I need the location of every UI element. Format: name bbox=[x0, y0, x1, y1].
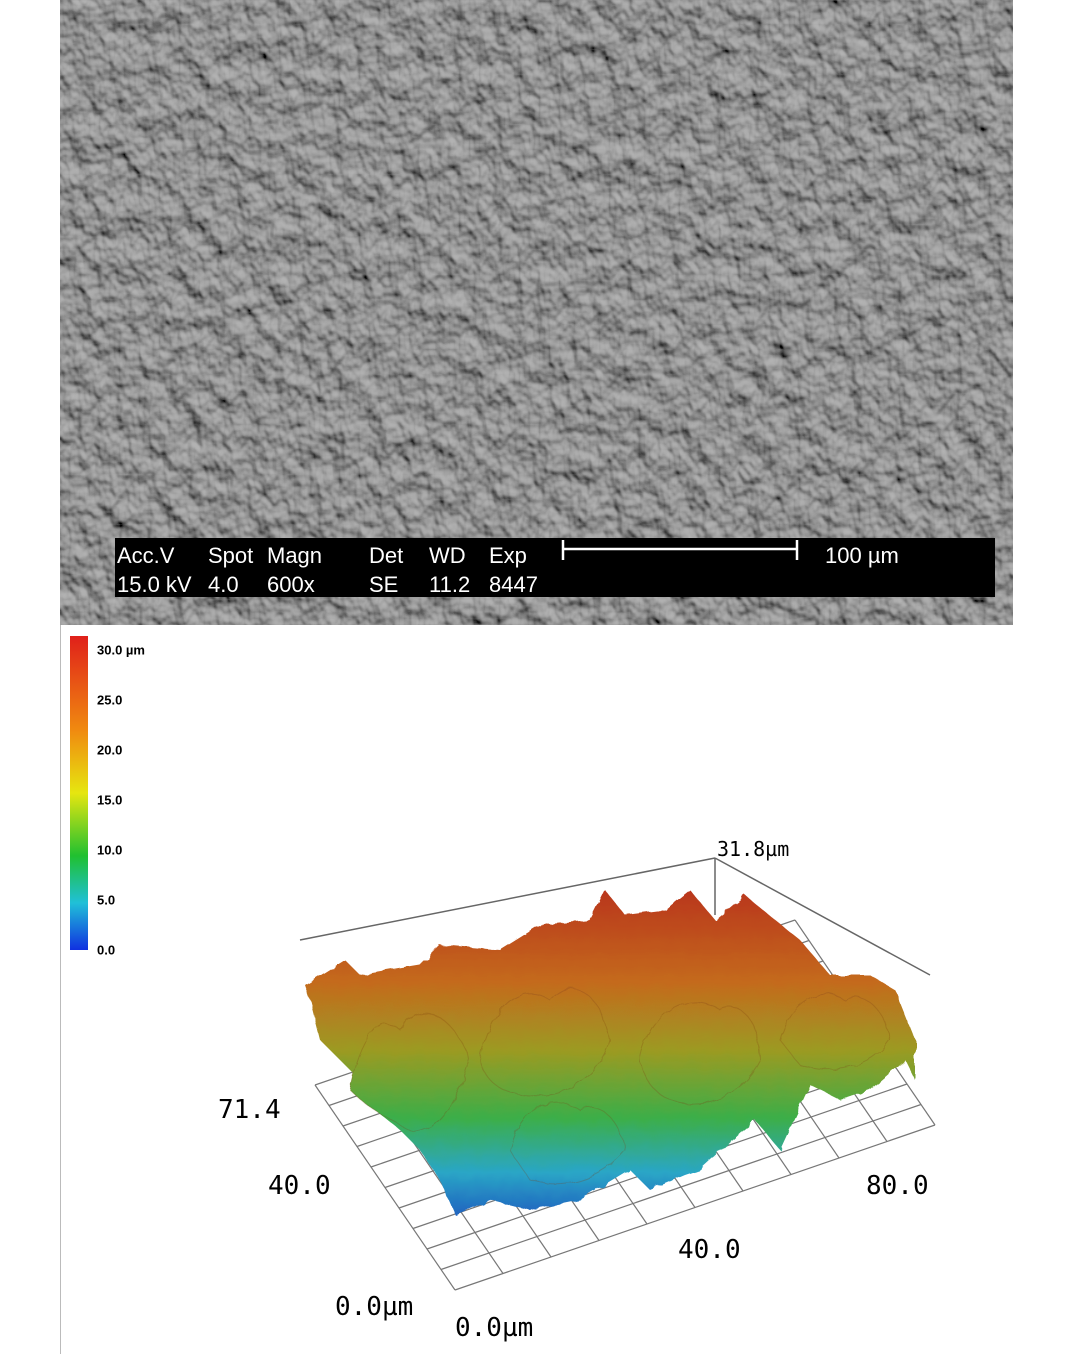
info-value: 11.2 bbox=[429, 572, 470, 597]
colorbar-labels: 30.0 µm 25.0 20.0 15.0 10.0 5.0 0.0 bbox=[97, 642, 145, 957]
info-value: SE bbox=[369, 572, 398, 597]
info-label: Acc.V bbox=[117, 543, 175, 568]
surface-peak bbox=[349, 1012, 471, 1133]
info-label: WD bbox=[429, 543, 466, 568]
surface-body bbox=[305, 890, 915, 1215]
surface-peak bbox=[479, 987, 611, 1097]
colorbar-label: 15.0 bbox=[97, 792, 122, 807]
colorbar-label: 20.0 bbox=[97, 742, 122, 757]
surface-peak bbox=[779, 993, 891, 1071]
colorbar-label: 30.0 µm bbox=[97, 642, 145, 657]
y-axis-label: 71.4 bbox=[218, 1095, 281, 1125]
y-axis-label: 0.0µm bbox=[335, 1292, 413, 1322]
surface-peak bbox=[509, 1101, 626, 1185]
axis-labels: 31.8µm 71.4 40.0 0.0µm 0.0µm 40.0 80.0 bbox=[218, 837, 929, 1343]
sem-texture bbox=[60, 0, 1013, 625]
info-value: 600x bbox=[267, 572, 315, 597]
sem-info-bar bbox=[115, 538, 995, 597]
colorbar-label: 25.0 bbox=[97, 692, 122, 707]
info-label: Spot bbox=[208, 543, 253, 568]
surface-peak bbox=[639, 1001, 761, 1105]
info-value: 8447 bbox=[489, 572, 538, 597]
info-label: Exp bbox=[489, 543, 527, 568]
info-bar-text: Acc.V Spot Magn Det WD Exp 15.0 kV 4.0 600x SE 11.… bbox=[117, 543, 538, 597]
box-edge bbox=[714, 857, 931, 976]
scale-bar-label: 100 µm bbox=[825, 543, 899, 568]
z-max-label: 31.8µm bbox=[717, 837, 789, 861]
info-label: Magn bbox=[267, 543, 322, 568]
box-edge bbox=[299, 857, 716, 941]
info-value: 4.0 bbox=[208, 572, 239, 597]
x-axis-label: 0.0µm bbox=[455, 1313, 533, 1343]
y-axis-label: 40.0 bbox=[268, 1171, 331, 1201]
colorbar bbox=[70, 636, 88, 950]
colorbar-label: 5.0 bbox=[97, 892, 115, 907]
info-value: 15.0 kV bbox=[117, 572, 192, 597]
colorbar-label: 10.0 bbox=[97, 842, 122, 857]
x-axis-label: 80.0 bbox=[866, 1171, 929, 1201]
x-axis-label: 40.0 bbox=[678, 1235, 741, 1265]
surface bbox=[305, 890, 915, 1215]
info-label: Det bbox=[369, 543, 403, 568]
colorbar-label: 0.0 bbox=[97, 942, 115, 957]
